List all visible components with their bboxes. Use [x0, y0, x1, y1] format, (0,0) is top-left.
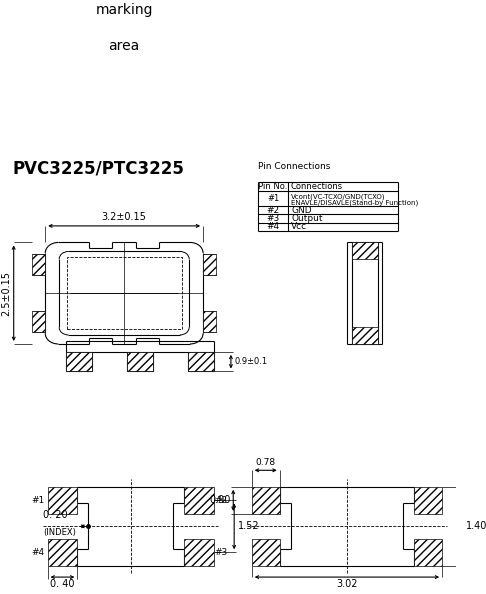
Text: PVC3225/PTC3225: PVC3225/PTC3225 — [13, 159, 185, 178]
Text: 2.5±0.15: 2.5±0.15 — [1, 271, 11, 316]
Bar — [184, 487, 214, 514]
Text: #1: #1 — [32, 496, 45, 505]
Bar — [351, 327, 378, 344]
Text: #2: #2 — [215, 496, 228, 505]
Text: GND: GND — [291, 206, 312, 214]
Text: 3.02: 3.02 — [336, 579, 358, 589]
Text: Vcc: Vcc — [291, 222, 307, 231]
Bar — [252, 539, 279, 566]
Bar — [351, 242, 378, 259]
Text: 0.78: 0.78 — [256, 459, 276, 467]
Text: marking: marking — [95, 4, 153, 17]
Text: Output: Output — [291, 214, 323, 223]
Bar — [32, 254, 45, 275]
Text: Connections: Connections — [290, 182, 343, 191]
Text: 1.40: 1.40 — [466, 522, 486, 531]
Text: 3.2±0.15: 3.2±0.15 — [102, 212, 147, 222]
Text: #2: #2 — [267, 206, 280, 214]
Text: 0. 20: 0. 20 — [43, 510, 68, 520]
Text: 0.9±0.1: 0.9±0.1 — [235, 357, 268, 366]
Bar — [127, 352, 153, 371]
Bar — [414, 539, 442, 566]
Bar — [48, 487, 77, 514]
Text: #4: #4 — [32, 548, 45, 557]
Text: Pin Connections: Pin Connections — [258, 162, 330, 172]
Text: ENAVLE/DISAVLE(Stand-by Function): ENAVLE/DISAVLE(Stand-by Function) — [291, 199, 418, 206]
Bar — [67, 257, 182, 329]
Bar — [252, 487, 279, 514]
Bar — [203, 311, 216, 332]
Text: #1: #1 — [267, 194, 279, 203]
Bar — [184, 539, 214, 566]
Bar — [188, 352, 214, 371]
Text: 0. 40: 0. 40 — [50, 579, 75, 589]
Bar — [66, 352, 92, 371]
Text: #3: #3 — [266, 214, 280, 223]
Bar — [48, 539, 77, 566]
Bar — [203, 254, 216, 275]
Text: 1.52: 1.52 — [238, 522, 260, 531]
Bar — [32, 311, 45, 332]
Text: Pin No.: Pin No. — [259, 182, 288, 191]
Text: Vcont(VC-TCXO/GND(TCXO): Vcont(VC-TCXO/GND(TCXO) — [291, 194, 386, 200]
Text: (INDEX): (INDEX) — [43, 528, 76, 537]
Bar — [414, 487, 442, 514]
Text: #4: #4 — [267, 222, 280, 231]
Text: #3: #3 — [215, 548, 228, 557]
Text: 0.90: 0.90 — [209, 495, 230, 505]
Text: area: area — [108, 39, 140, 53]
